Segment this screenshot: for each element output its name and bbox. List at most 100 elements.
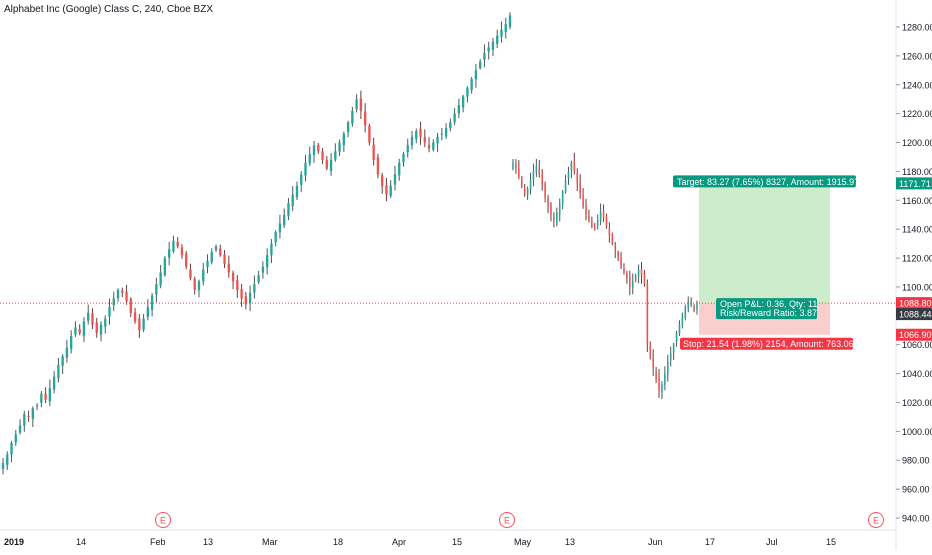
- candle-body: [300, 174, 303, 185]
- candle-body: [646, 283, 649, 345]
- x-tick-label: Mar: [262, 537, 278, 547]
- candle-body: [664, 373, 666, 385]
- candle-body: [48, 388, 52, 402]
- earnings-e-icon-circle: [155, 512, 171, 528]
- x-tick-label: 13: [565, 537, 575, 547]
- candle-body: [342, 133, 346, 146]
- candle-body: [602, 210, 605, 218]
- earnings-e-icon-label: E: [504, 516, 510, 526]
- candle-body: [329, 159, 333, 172]
- candle-body: [69, 336, 73, 350]
- candle-body: [219, 248, 222, 256]
- earnings-e-icon[interactable]: E: [868, 512, 884, 528]
- candle-body: [553, 217, 555, 221]
- target-price-tag-text: 1171.71: [899, 179, 931, 189]
- y-tick-label: 1040.00: [902, 369, 932, 379]
- candle-body: [520, 178, 523, 186]
- candle-body: [121, 290, 124, 293]
- candle-body: [61, 356, 64, 366]
- candle-body: [573, 161, 576, 172]
- candle-body: [295, 185, 299, 198]
- y-tick-label: 1000.00: [902, 427, 932, 437]
- candle-body: [599, 211, 602, 223]
- y-tick-label: 1220.00: [902, 109, 932, 119]
- candle-body: [631, 281, 634, 289]
- candle-body: [74, 327, 77, 335]
- candle-body: [666, 362, 669, 375]
- candle-body: [508, 15, 512, 27]
- candle-body: [427, 144, 431, 149]
- candle-body: [27, 415, 30, 417]
- candle-body: [436, 136, 439, 144]
- y-tick-label: 940.00: [902, 514, 930, 524]
- earnings-e-icon[interactable]: E: [499, 512, 515, 528]
- current-price-tag-text: 1088.80: [899, 299, 932, 309]
- candle-body: [406, 145, 409, 153]
- earnings-e-icon[interactable]: E: [155, 512, 171, 528]
- candle-body: [515, 164, 517, 169]
- candle-body: [693, 306, 695, 311]
- candle-body: [10, 442, 13, 455]
- candle-body: [669, 353, 672, 361]
- candle-body: [596, 220, 599, 227]
- candle-body: [317, 145, 320, 152]
- candle-body: [108, 307, 111, 317]
- y-tick-label: 1020.00: [902, 398, 932, 408]
- candle-body: [576, 172, 579, 183]
- candle-body: [487, 47, 490, 52]
- candle-body: [684, 307, 687, 318]
- candle-body: [193, 278, 196, 290]
- stop-price-tag: [896, 328, 932, 341]
- earnings-e-icon-label: E: [160, 516, 166, 526]
- candle-body: [681, 315, 684, 326]
- candle-body: [556, 211, 558, 224]
- symbol-title: Alphabet Inc (Google) Class C, 240, Cboe…: [4, 4, 213, 15]
- candle-body: [579, 181, 581, 195]
- earnings-e-icon-label: E: [873, 516, 879, 526]
- candle-body: [112, 298, 115, 306]
- candle-body: [570, 162, 573, 170]
- candle-body: [167, 249, 171, 258]
- candle-body: [214, 246, 218, 251]
- candle-body: [265, 255, 269, 268]
- candle-body: [283, 214, 286, 226]
- candle-body: [291, 194, 294, 206]
- candle-body: [444, 128, 448, 137]
- candle-body: [125, 291, 128, 302]
- x-tick-label: 13: [203, 537, 213, 547]
- candle-body: [626, 272, 628, 279]
- candle-body: [696, 304, 698, 310]
- candle-body: [535, 165, 538, 173]
- candle-body: [461, 96, 465, 108]
- candle-body: [558, 203, 561, 215]
- candle-body: [240, 288, 243, 299]
- candle-body: [561, 191, 564, 205]
- x-tick-label: 15: [452, 537, 462, 547]
- candle-body: [223, 254, 226, 264]
- candle-body: [385, 185, 388, 195]
- candle-body: [82, 321, 86, 336]
- stop-label-box: [680, 337, 853, 350]
- candle-body: [672, 344, 675, 353]
- x-tick-label: May: [514, 537, 532, 547]
- y-tick-label: 1160.00: [902, 196, 932, 206]
- y-tick-label: 1240.00: [902, 80, 932, 90]
- x-tick-label: Jun: [648, 537, 663, 547]
- candle-body: [544, 183, 546, 198]
- candle-body: [270, 243, 273, 256]
- candle-body: [321, 151, 324, 160]
- candle-body: [593, 226, 596, 230]
- candle-body: [567, 171, 570, 179]
- candle-body: [338, 142, 341, 152]
- x-tick-label: Apr: [392, 537, 406, 547]
- y-tick-label: 1180.00: [902, 167, 932, 177]
- candle-body: [623, 268, 625, 273]
- candle-body: [325, 159, 328, 169]
- candle-body: [372, 144, 375, 160]
- candle-body: [155, 284, 158, 295]
- candle-body: [687, 301, 690, 309]
- candle-body: [65, 347, 69, 358]
- candle-body: [1, 463, 5, 469]
